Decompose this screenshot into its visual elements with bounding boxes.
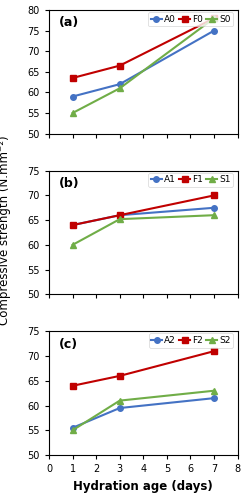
Line: A1: A1 — [70, 205, 217, 228]
A0 — [213, 28, 216, 34]
A1 — [213, 205, 216, 211]
A0 — [71, 94, 74, 100]
S1 — [118, 216, 121, 222]
Legend: A1, F1, S1: A1, F1, S1 — [148, 172, 233, 187]
S1 — [213, 212, 216, 218]
A2 — [213, 395, 216, 401]
F0 — [213, 15, 216, 21]
Line: F0: F0 — [70, 16, 217, 81]
Legend: A0, F0, S0: A0, F0, S0 — [148, 12, 233, 26]
Text: (a): (a) — [59, 16, 79, 29]
S1 — [71, 242, 74, 248]
Line: A0: A0 — [70, 28, 217, 100]
F2 — [213, 348, 216, 354]
Line: F2: F2 — [70, 348, 217, 389]
F1 — [118, 212, 121, 218]
Text: (c): (c) — [59, 338, 78, 350]
S0 — [118, 86, 121, 91]
F1 — [213, 192, 216, 198]
F2 — [118, 373, 121, 379]
F0 — [71, 75, 74, 81]
F2 — [71, 383, 74, 389]
A0 — [118, 81, 121, 87]
S2 — [118, 398, 121, 404]
S2 — [213, 388, 216, 394]
S0 — [213, 15, 216, 21]
Text: (b): (b) — [59, 177, 79, 190]
Line: A2: A2 — [70, 396, 217, 430]
A2 — [118, 405, 121, 411]
A2 — [71, 425, 74, 431]
F1 — [71, 222, 74, 228]
Line: S2: S2 — [70, 388, 217, 433]
A1 — [118, 212, 121, 218]
Line: S0: S0 — [70, 16, 217, 116]
F0 — [118, 62, 121, 68]
S0 — [71, 110, 74, 116]
Line: S1: S1 — [70, 212, 217, 248]
Line: F1: F1 — [70, 192, 217, 228]
Legend: A2, F2, S2: A2, F2, S2 — [149, 334, 233, 348]
S2 — [71, 428, 74, 434]
X-axis label: Hydration age (days): Hydration age (days) — [74, 480, 213, 492]
Text: Compressive strength (N.mm⁻²): Compressive strength (N.mm⁻²) — [0, 135, 12, 325]
A1 — [71, 222, 74, 228]
